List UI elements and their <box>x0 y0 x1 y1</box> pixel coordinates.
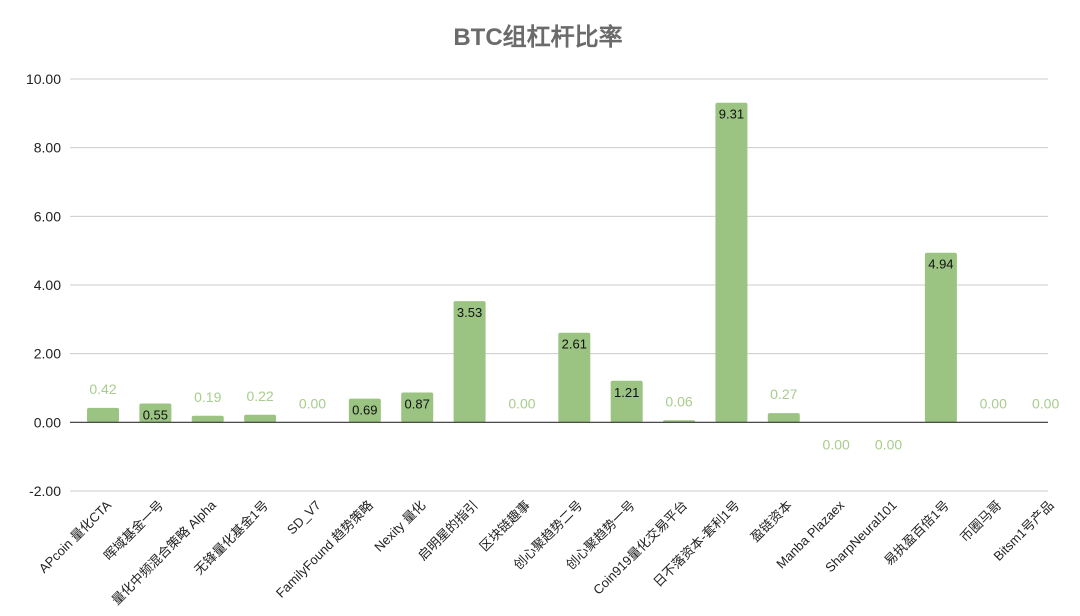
gridlines <box>70 78 1048 492</box>
data-label: 1.21 <box>614 385 639 400</box>
data-labels: 0.42 0.55 0.19 0.22 0.00 0.69 0.87 3.53 0.00 2.61… <box>89 107 1059 453</box>
data-label: 0.00 <box>980 395 1007 411</box>
data-label: 0.06 <box>665 393 692 409</box>
bar <box>715 102 748 423</box>
y-tick-label: 10.00 <box>26 71 61 87</box>
bar <box>924 252 957 423</box>
data-label: 0.19 <box>194 389 221 405</box>
data-label: 0.00 <box>875 436 902 452</box>
data-label: 0.00 <box>508 395 535 411</box>
data-label: 0.55 <box>143 407 168 422</box>
y-tick-label: -2.00 <box>29 483 61 499</box>
x-tick-label: APcoin 量化CTA <box>36 497 115 576</box>
data-label: 9.31 <box>719 107 744 122</box>
data-label: 0.00 <box>823 436 850 452</box>
data-label: 0.00 <box>299 395 326 411</box>
x-tick-label: SD_V7 <box>284 498 324 538</box>
x-tick-label: 币圈马哥 <box>957 498 1004 545</box>
x-tick-label: 盈链资本 <box>748 498 795 545</box>
data-label: 2.61 <box>562 337 587 352</box>
data-label: 0.87 <box>405 396 430 411</box>
y-tick-label: 4.00 <box>34 277 61 293</box>
bar <box>401 392 434 423</box>
bar <box>191 415 224 423</box>
chart-title: BTC组杠杆比率 <box>453 23 622 51</box>
x-tick-label: 区块链趣事 <box>476 498 533 555</box>
y-axis-tick-labels: 10.00 8.00 6.00 4.00 2.00 0.00 -2.00 <box>26 71 61 499</box>
x-tick-label: Coin919量化交易平台 <box>590 498 690 598</box>
y-tick-label: 8.00 <box>34 140 61 156</box>
bar <box>767 413 800 423</box>
data-label: 0.42 <box>89 381 116 397</box>
bar <box>558 332 591 423</box>
bar <box>87 407 119 423</box>
bar <box>244 414 277 423</box>
bar <box>139 403 172 423</box>
bar <box>453 301 486 423</box>
x-tick-label: 量化中频混合策略 Alpha <box>109 497 220 608</box>
x-tick-label: FamilyFound 趋势策略 <box>273 498 376 601</box>
data-label: 0.69 <box>352 403 377 418</box>
bar <box>348 398 381 423</box>
data-label: 4.94 <box>928 257 953 272</box>
y-tick-label: 2.00 <box>34 346 61 362</box>
y-tick-label: 6.00 <box>34 208 61 224</box>
x-tick-label: 日不落资本-套利1号 <box>650 498 742 590</box>
y-tick-label: 0.00 <box>34 414 61 430</box>
bar <box>610 380 643 423</box>
data-label: 0.27 <box>770 386 797 402</box>
bars <box>87 102 957 423</box>
data-label: 3.53 <box>457 305 482 320</box>
data-label: 0.22 <box>246 388 273 404</box>
data-label: 0.00 <box>1032 395 1059 411</box>
x-tick-label: Nexity 量化 <box>371 498 428 555</box>
